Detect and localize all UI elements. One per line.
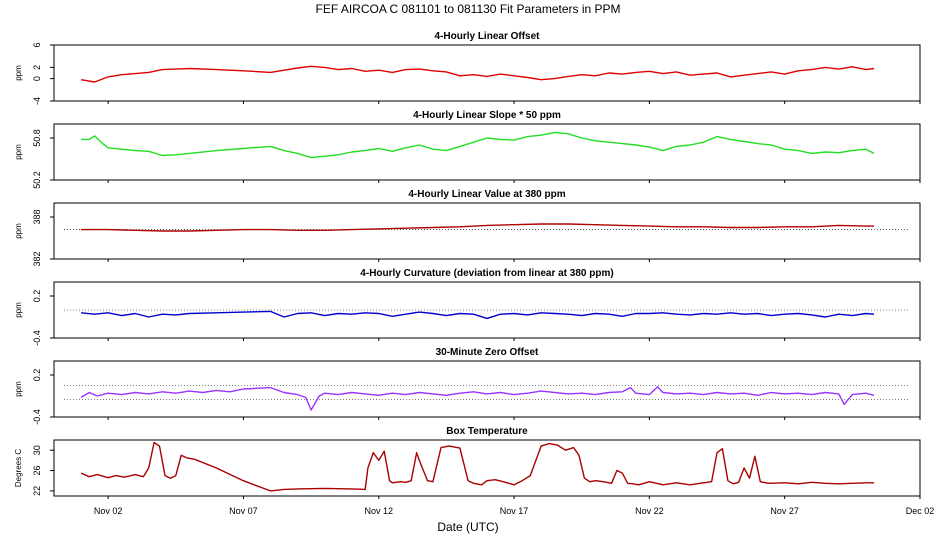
- panel-3: 4-Hourly Linear Value at 380 ppm 382 388 pp…: [14, 189, 921, 267]
- y-tick-label: 382: [32, 251, 42, 266]
- y-tick-label: 0: [32, 76, 42, 81]
- y-axis-label: ppm: [14, 381, 23, 397]
- x-tick-label: Nov 22: [635, 506, 664, 516]
- panel-title: Box Temperature: [446, 426, 528, 437]
- panel-2: 4-Hourly Linear Slope * 50 ppm 50.2 50.8 pp…: [14, 110, 921, 189]
- y-tick-label: 0.2: [32, 290, 42, 303]
- plot-frame: [53, 123, 921, 181]
- y-axis-label: ppm: [14, 144, 23, 160]
- series-line: [81, 131, 875, 159]
- y-tick-label: -4: [32, 97, 42, 105]
- y-axis-label: ppm: [14, 65, 23, 81]
- y-tick-label: 2: [32, 65, 42, 70]
- series-line: [80, 386, 875, 411]
- panel-4: 4-Hourly Curvature (deviation from linea…: [14, 268, 921, 346]
- figure-title: FEF AIRCOA C 081101 to 081130 Fit Parame…: [315, 2, 620, 16]
- y-tick-label: 22: [32, 486, 42, 496]
- panel-title: 4-Hourly Linear Offset: [434, 31, 540, 42]
- series-line: [81, 223, 874, 232]
- y-axis-label: Degrees C: [14, 449, 23, 487]
- plot-frame: [53, 360, 921, 418]
- y-tick-label: 50.2: [32, 171, 42, 189]
- y-tick-label: 388: [32, 209, 42, 224]
- x-tick-label: Nov 02: [94, 506, 123, 516]
- x-tick-label: Nov 12: [364, 506, 393, 516]
- x-tick-label: Nov 07: [229, 506, 258, 516]
- panel-title: 30-Minute Zero Offset: [436, 347, 539, 358]
- plot-frame: [53, 281, 921, 339]
- panel-title: 4-Hourly Linear Value at 380 ppm: [408, 189, 565, 200]
- y-tick-label: 26: [32, 466, 42, 476]
- x-axis-label: Date (UTC): [437, 520, 498, 534]
- x-tick-label: Nov 27: [770, 506, 799, 516]
- x-axis: Nov 02 Nov 07 Nov 12 Nov 17 Nov 22 Nov 27 Dec …: [94, 506, 934, 516]
- y-axis-label: ppm: [14, 302, 23, 318]
- panel-title: 4-Hourly Curvature (deviation from linea…: [360, 268, 613, 279]
- panel-1: 4-Hourly Linear Offset -4 0 2 6 ppm: [14, 31, 921, 105]
- y-tick-label: -0.4: [32, 409, 42, 425]
- series-line: [80, 65, 875, 83]
- series-line: [81, 310, 875, 320]
- panel-6: Box Temperature 22 26 30 Degrees C: [14, 426, 921, 499]
- y-tick-label: 6: [32, 42, 42, 47]
- y-tick-label: 0.2: [32, 369, 42, 382]
- y-tick-label: 30: [32, 445, 42, 455]
- panel-title: 4-Hourly Linear Slope * 50 ppm: [413, 110, 561, 121]
- series-line: [80, 441, 874, 492]
- y-tick-label: 50.8: [32, 129, 42, 147]
- plot-frame: [53, 439, 921, 497]
- x-tick-label: Nov 17: [500, 506, 529, 516]
- panel-5: 30-Minute Zero Offset -0.4 0.2 ppm: [14, 347, 921, 425]
- y-axis-label: ppm: [14, 223, 23, 239]
- y-tick-label: -0.4: [32, 330, 42, 346]
- plot-frame: [53, 44, 921, 102]
- plot-frame: [53, 202, 921, 260]
- x-tick-label: Dec 02: [906, 506, 935, 516]
